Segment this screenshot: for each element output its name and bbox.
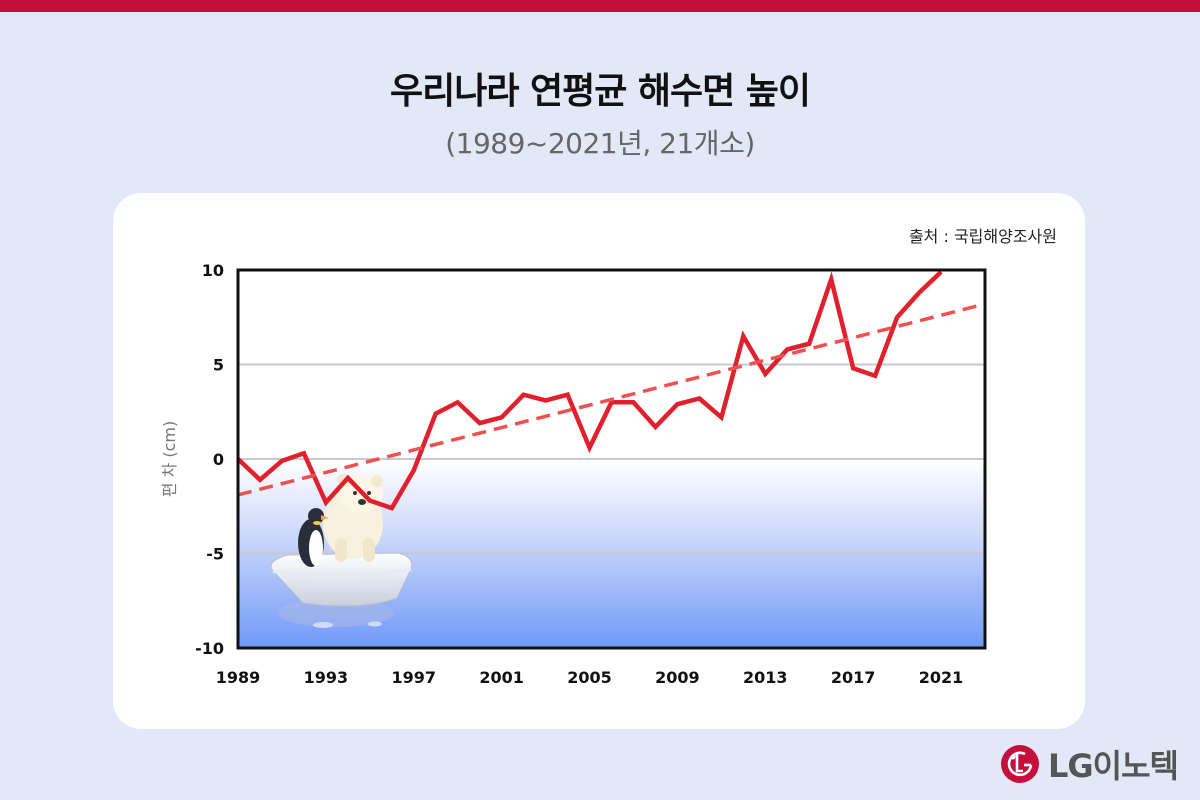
x-tick-label: 1993 — [304, 668, 349, 687]
lg-logo-icon — [1001, 745, 1040, 783]
x-tick-label: 2021 — [919, 668, 964, 687]
top-accent-bar — [0, 0, 1200, 12]
x-tick-label: 2009 — [655, 668, 700, 687]
y-tick-label: 5 — [213, 356, 224, 375]
chart-subtitle: (1989~2021년, 21개소) — [445, 127, 755, 160]
iceberg — [270, 552, 413, 607]
trend-line — [237, 302, 986, 497]
x-tick-label: 1997 — [391, 668, 436, 687]
penguin-icon — [298, 508, 329, 567]
x-tick-label: 1989 — [216, 668, 261, 687]
y-tick-label: 10 — [202, 261, 224, 280]
source-label: 출처 : 국립해양조사원 — [908, 227, 1057, 246]
x-tick-label: 2013 — [743, 668, 788, 687]
y-axis-label: 편 차 (cm) — [160, 421, 179, 497]
x-tick-label: 2005 — [567, 668, 612, 687]
brand-name: LG이노텍 — [1048, 747, 1179, 785]
polar-bear-penguin-illustration — [270, 474, 413, 628]
y-tick-label: -5 — [206, 545, 224, 564]
chart-title: 우리나라 연평균 해수면 높이 — [389, 71, 811, 112]
plot-frame — [236, 268, 987, 650]
ice-reflection — [278, 599, 394, 627]
x-tick-label: 2017 — [831, 668, 876, 687]
chart-svg: 10 5 0 -5 -10 1989 1993 1997 2001 2005 2009 2013 201… — [160, 261, 987, 687]
chart-card: 출처 : 국립해양조사원 — [113, 193, 1085, 729]
brand-logo: LG이노텍 — [1000, 742, 1179, 786]
x-tick-label: 2001 — [479, 668, 524, 687]
y-tick-label: -10 — [195, 639, 224, 658]
y-tick-label: 0 — [213, 450, 224, 469]
